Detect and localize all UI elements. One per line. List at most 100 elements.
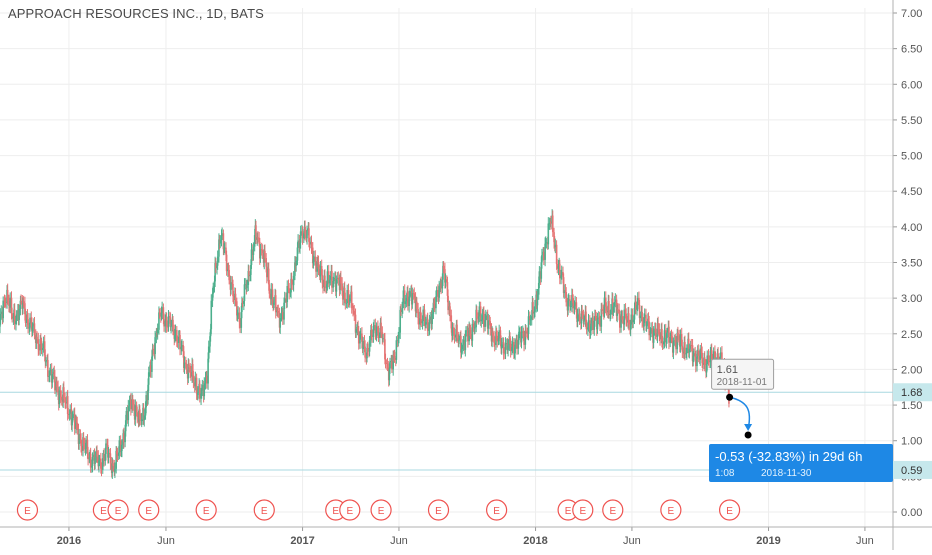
candle-body [705,364,708,373]
candle-body [513,353,516,355]
candle-body [27,319,29,329]
candle-body [505,343,507,345]
candle-body [538,271,541,283]
candle-body [656,323,659,337]
candle-body [322,283,324,288]
candle-body [701,363,704,365]
candle-body [462,339,465,345]
projection-start-point [726,393,734,401]
candle-body [446,282,449,296]
candle-body [195,377,198,394]
candle-body [39,339,42,351]
candle-body [395,340,398,360]
candle-body [228,269,230,281]
candle-body [315,261,317,272]
candle-body [207,346,210,359]
candle-body [348,297,351,302]
candle-body [627,313,630,325]
candle-body [352,308,354,311]
projection-subtext: 1:08 [715,468,735,479]
candle-body [189,367,192,372]
candle-body [593,320,596,330]
candle-body [75,420,78,423]
earnings-marker [138,499,160,521]
candle-body [354,314,357,333]
candle-body [625,313,627,321]
candle-body [100,458,102,469]
candle-body [299,242,301,249]
candle-body [517,340,520,349]
candle-body [699,348,702,360]
candle-body [675,341,677,350]
candle-body [287,286,290,289]
candle-body [697,350,700,356]
candle-body [402,290,405,304]
candle-body [241,302,244,304]
candle-body [222,233,225,250]
candle-body [431,313,433,325]
candle-body [375,326,378,336]
candle-body [377,332,380,338]
candle-body [234,293,237,302]
candle-body [310,241,313,248]
earnings-marker [572,499,594,521]
candle-body [574,302,576,306]
candle-body [560,272,563,276]
candle-body [578,313,581,322]
candle-body [545,242,548,244]
candle-body [693,353,695,356]
projection-text: -0.53 (-32.83%) in 29d 6h [715,449,862,464]
candle-body [324,275,326,287]
candle-body [227,268,230,270]
candle-body [433,302,435,304]
candle-body [219,239,222,244]
candle-body [319,266,322,277]
candle-body [502,342,505,354]
candle-body [605,306,608,311]
candle-body [306,230,308,239]
candle-body [520,332,523,343]
candle-body [54,376,56,391]
candle-body [174,329,177,336]
candle-body [527,333,529,335]
candle-body [611,298,614,313]
candle-body [583,320,585,322]
candle-body [449,306,451,316]
candle-body [649,330,652,336]
candle-body [266,266,268,278]
chart-title: APPROACH RESOURCES INC., 1D, BATS [8,6,264,21]
candle-body [36,336,38,340]
candle-body [161,307,163,313]
candle-body [314,256,317,262]
candle-body [599,319,601,327]
candle-body [343,287,346,299]
candle-body [478,306,481,317]
candle-body [613,302,616,307]
candle-body [286,286,289,303]
candle-body [550,221,552,224]
candle-body [359,333,362,335]
candle-body [109,453,112,464]
candle-body [609,314,612,316]
earnings-label: E [115,506,122,517]
candle-body [84,448,87,450]
candle-body [417,317,420,325]
candle-body [257,237,259,239]
candle-body [75,420,77,429]
candle-body [167,326,169,328]
candle-body [112,463,114,466]
candle-body [40,343,43,351]
candle-body [138,409,141,420]
candle-body [312,259,315,264]
candle-body [236,301,238,316]
candle-body [24,314,27,323]
candle-body [641,311,643,322]
candle-body [382,338,384,340]
point-label-value: 1.61 [717,364,738,376]
candle-body [374,325,377,334]
candle-body [684,342,686,355]
candle-body [337,277,340,280]
candle-body [710,349,713,360]
earnings-label: E [565,506,572,517]
